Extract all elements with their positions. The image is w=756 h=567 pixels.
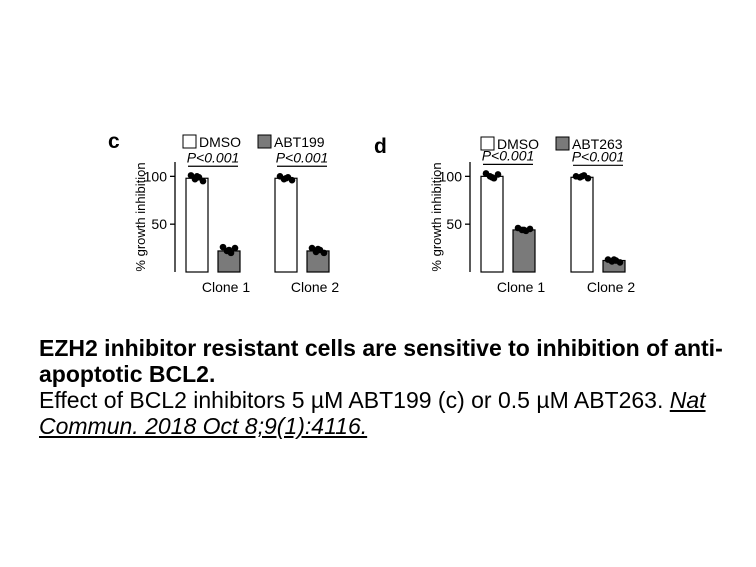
figure-caption: EZH2 inhibitor resistant cells are sensi… (39, 335, 751, 439)
x-tick-label: Clone 2 (587, 279, 635, 295)
data-point (488, 174, 496, 181)
significance-label: P<0.001 (572, 148, 625, 164)
panel-label: d (374, 135, 387, 158)
x-tick-label: Clone 1 (497, 279, 545, 295)
legend-swatch (257, 134, 272, 149)
legend-swatch (555, 136, 570, 151)
citation-link[interactable]: Nat Commun. 2018 Oct 8;9(1):4116. (39, 387, 706, 439)
y-tick-label: 50 (151, 216, 167, 232)
data-point (616, 259, 624, 266)
x-tick-label: Clone 1 (202, 279, 250, 295)
significance-label: P<0.001 (187, 149, 240, 165)
legend-swatch (480, 136, 495, 151)
data-point (193, 173, 201, 180)
data-point (578, 173, 586, 180)
y-axis-label: % growth inhibition (429, 162, 444, 271)
bar (512, 229, 536, 273)
bar (480, 175, 504, 273)
significance-label: P<0.001 (482, 147, 535, 163)
y-tick-label: 100 (144, 168, 168, 184)
significance-label: P<0.001 (276, 149, 329, 165)
caption-title: EZH2 inhibitor resistant cells are sensi… (39, 335, 723, 387)
data-point (231, 244, 239, 252)
legend-entry: ABT199 (274, 134, 325, 150)
bar (274, 177, 298, 273)
data-point (584, 174, 592, 182)
data-point (526, 225, 534, 233)
x-tick-label: Clone 2 (291, 279, 339, 295)
bar (185, 177, 209, 273)
data-point (288, 176, 296, 184)
legend-entry: DMSO (497, 136, 539, 152)
bar (570, 176, 594, 273)
y-tick-label: 50 (446, 216, 462, 232)
panel-label: c (108, 130, 120, 153)
data-point (225, 246, 233, 254)
caption-body: Effect of BCL2 inhibitors 5 µM ABT199 (c… (39, 387, 751, 439)
caption-text: Effect of BCL2 inhibitors 5 µM ABT199 (c… (39, 387, 664, 413)
data-point (520, 226, 528, 234)
y-axis-label: % growth inhibition (133, 162, 148, 271)
y-tick-label: 100 (439, 168, 463, 184)
data-point (320, 249, 328, 257)
legend-entry: ABT263 (572, 136, 623, 152)
data-point (610, 256, 618, 263)
data-point (494, 171, 502, 178)
data-point (199, 177, 207, 185)
data-point (314, 245, 322, 253)
legend-entry: DMSO (199, 134, 241, 150)
legend-swatch (182, 134, 197, 149)
data-point (282, 174, 290, 182)
